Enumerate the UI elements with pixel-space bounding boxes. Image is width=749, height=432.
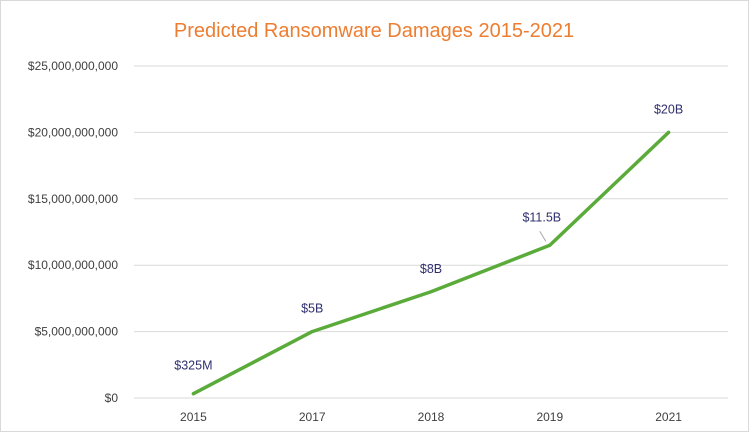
data-label: $11.5B <box>522 210 561 224</box>
data-point <box>429 290 433 294</box>
y-tick-label: $15,000,000,000 <box>28 192 118 206</box>
y-tick-label: $20,000,000,000 <box>28 125 118 139</box>
x-tick-label: 2018 <box>418 410 445 424</box>
y-tick-label: $0 <box>105 391 119 405</box>
chart-title: Predicted Ransomware Damages 2015-2021 <box>174 20 574 42</box>
y-tick-label: $10,000,000,000 <box>28 258 118 272</box>
data-labels: $325M $5B $8B $11.5B $20B <box>174 102 683 372</box>
x-tick-label: 2017 <box>299 410 326 424</box>
data-point <box>310 330 314 334</box>
data-point <box>191 392 195 396</box>
data-point <box>667 130 671 134</box>
data-label: $8B <box>420 262 442 276</box>
data-label: $325M <box>174 359 212 373</box>
x-axis-ticks: 2015 2017 2018 2019 2021 <box>180 410 682 424</box>
gridlines <box>134 65 728 399</box>
data-label: $20B <box>654 102 683 116</box>
data-point <box>548 243 552 247</box>
x-tick-label: 2019 <box>536 410 563 424</box>
y-tick-label: $5,000,000,000 <box>35 325 119 339</box>
y-axis-ticks: $0 $5,000,000,000 $10,000,000,000 $15,000,0… <box>28 59 118 405</box>
series-layer <box>191 130 671 396</box>
data-label-leader-line <box>539 231 547 242</box>
x-tick-label: 2015 <box>180 410 207 424</box>
data-label: $5B <box>301 302 323 316</box>
x-tick-label: 2021 <box>655 410 682 424</box>
y-tick-label: $25,000,000,000 <box>28 59 118 73</box>
